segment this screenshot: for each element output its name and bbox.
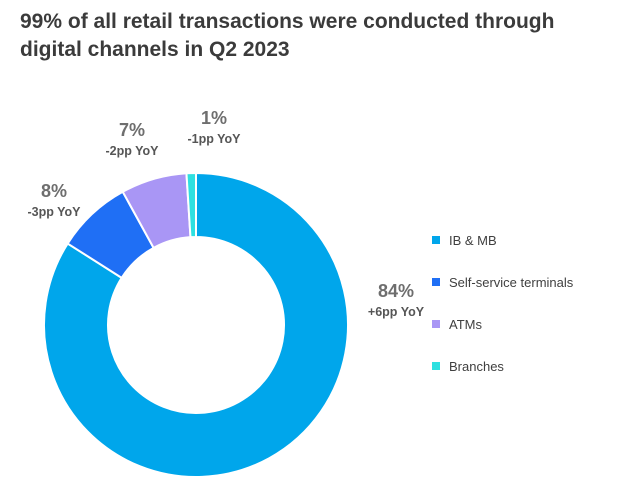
slice-value-label: 1%: [201, 108, 227, 128]
slice-value-label: 7%: [119, 120, 145, 140]
chart-title: 99% of all retail transactions were cond…: [20, 10, 555, 61]
legend-item: Branches: [432, 345, 573, 387]
legend-label: Branches: [449, 358, 504, 374]
slice-yoy-label: -3pp YoY: [27, 205, 81, 219]
legend-label: ATMs: [449, 316, 482, 332]
legend-item: Self-service terminals: [432, 261, 573, 303]
legend-swatch: [432, 362, 440, 370]
legend-label: Self-service terminals: [449, 274, 574, 290]
legend-swatch: [432, 278, 440, 286]
legend-label: IB & MB: [449, 232, 497, 248]
slice-labels: 84% +6pp YoY 8% -3pp YoY 7% -2pp YoY 1% -1pp Yo…: [27, 108, 424, 319]
legend-swatch: [432, 320, 440, 328]
slice-yoy-label: -1pp YoY: [187, 132, 241, 146]
legend-item: IB & MB: [432, 219, 573, 261]
legend-item: ATMs: [432, 303, 573, 345]
legend-swatch: [432, 236, 440, 244]
slice-yoy-label: +6pp YoY: [368, 305, 425, 319]
slice-value-label: 84%: [378, 281, 414, 301]
slice-yoy-label: -2pp YoY: [105, 144, 159, 158]
slice-branches: [185, 171, 197, 239]
slice-ib-mb: [43, 171, 349, 478]
donut-slices: [43, 171, 349, 478]
chart-legend: IB & MB Self-service terminals ATMs Branche…: [432, 219, 573, 387]
slice-value-label: 8%: [41, 181, 67, 201]
